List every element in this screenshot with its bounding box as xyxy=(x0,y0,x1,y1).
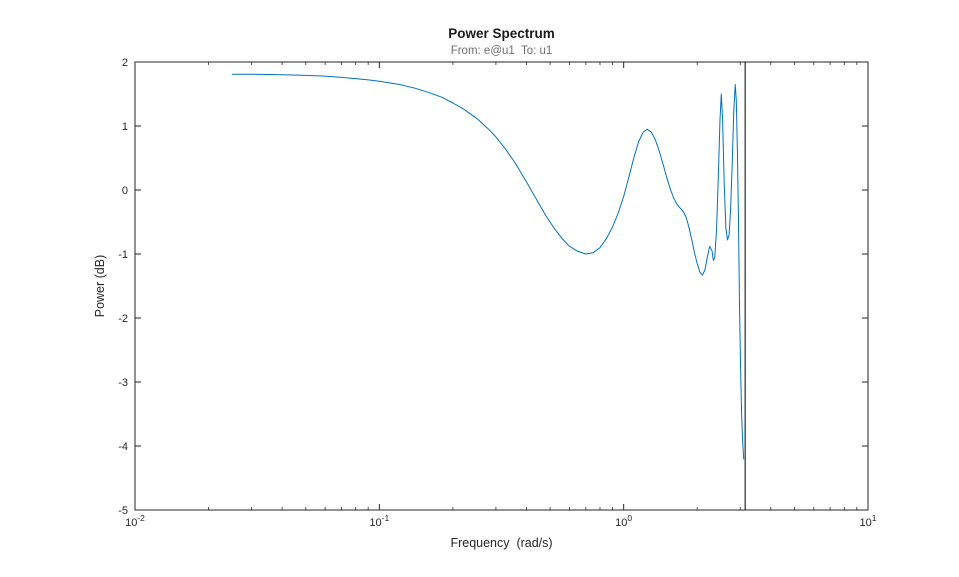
plot-background xyxy=(135,62,868,510)
x-axis-label: Frequency (rad/s) xyxy=(450,536,552,550)
axes-box xyxy=(134,61,869,511)
spectrum-line xyxy=(231,73,745,460)
y-axis-label: Power (dB) xyxy=(93,255,107,318)
x-tick-label: 101 xyxy=(860,513,877,529)
data-layer xyxy=(231,62,746,510)
y-tick-label: -4 xyxy=(118,441,128,453)
y-tick-label: 0 xyxy=(122,185,128,197)
y-tick-label: -1 xyxy=(118,249,128,261)
x-tick-label: 10-2 xyxy=(125,513,145,529)
y-tick-label: -5 xyxy=(118,505,128,517)
y-tick-label: 1 xyxy=(122,121,128,133)
y-tick-label: 2 xyxy=(122,57,128,69)
x-tick-label: 10-1 xyxy=(369,513,389,529)
chart-title: Power Spectrum xyxy=(448,26,555,41)
chart-subtitle: From: e@u1 To: u1 xyxy=(451,45,553,57)
y-tick-label: -3 xyxy=(118,377,128,389)
axes-layer: 210-1-2-3-4-510-2 10-1 100 101 xyxy=(118,57,877,529)
x-tick-label: 100 xyxy=(615,513,632,529)
y-tick-label: -2 xyxy=(118,313,128,325)
